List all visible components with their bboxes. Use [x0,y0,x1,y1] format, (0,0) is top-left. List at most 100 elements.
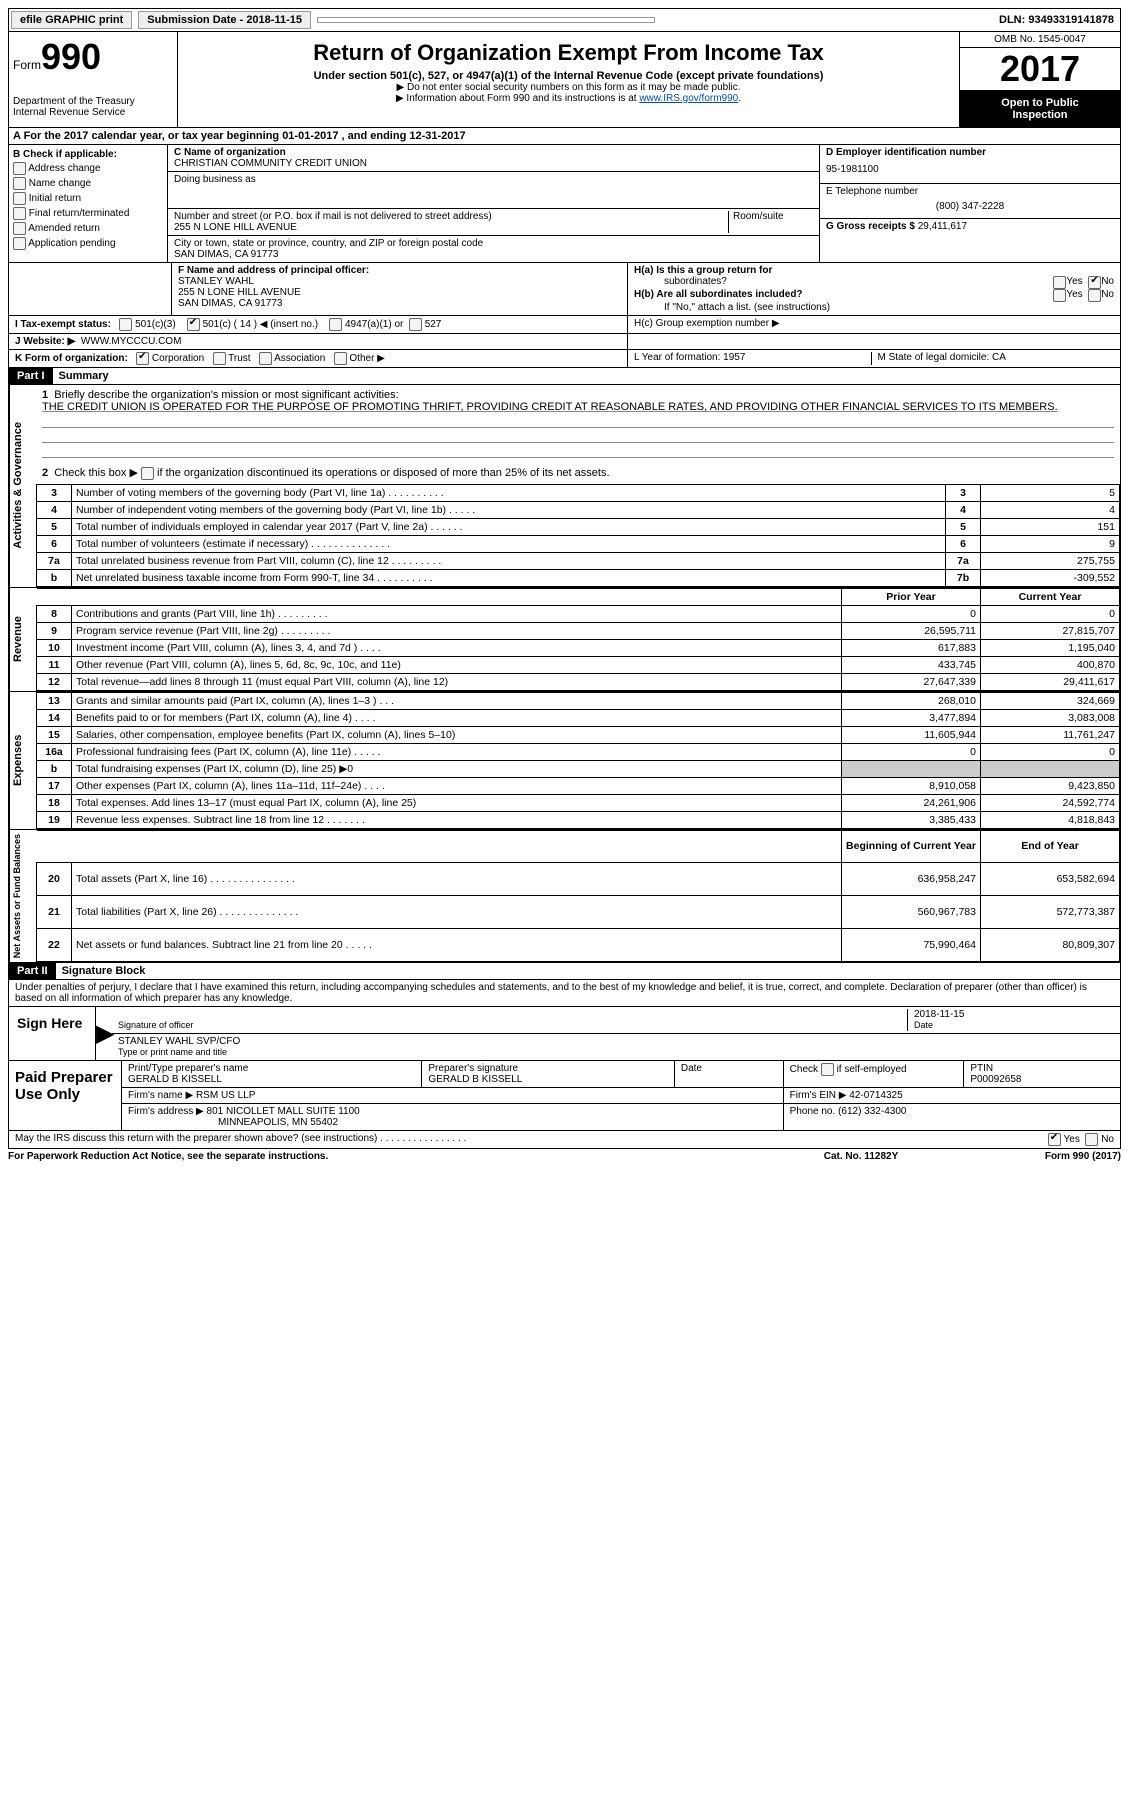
state-domicile: M State of legal domicile: CA [872,352,1115,365]
line-box: 4 [946,501,981,518]
line-number: 15 [37,726,72,743]
hb-no-checkbox[interactable] [1088,289,1101,302]
col-header: Current Year [981,588,1120,605]
cb-corporation[interactable] [136,352,149,365]
cb-amended-return[interactable]: Amended return [13,222,163,235]
irs: Internal Revenue Service [13,107,173,118]
prior-year-value: 27,647,339 [842,673,981,690]
line-desc: Other expenses (Part IX, column (A), lin… [72,777,842,794]
shaded-cell [842,760,981,777]
discuss-yes-checkbox[interactable] [1048,1133,1061,1146]
line-number: 8 [37,605,72,622]
cb-association[interactable] [259,352,272,365]
cb-initial-return[interactable]: Initial return [13,192,163,205]
line-number: 13 [37,692,72,709]
cb-discontinued[interactable] [141,467,154,480]
current-year-value: 11,761,247 [981,726,1120,743]
line-desc: Contributions and grants (Part VIII, lin… [72,605,842,622]
cb-address-change[interactable]: Address change [13,162,163,175]
prior-year-value: 433,745 [842,656,981,673]
expenses-section: Expenses 13 Grants and similar amounts p… [8,692,1121,830]
line1-text: THE CREDIT UNION IS OPERATED FOR THE PUR… [42,401,1114,413]
firm-addr2: MINNEAPOLIS, MN 55402 [128,1117,338,1128]
sig-date: 2018-11-15 [914,1009,964,1020]
org-name: CHRISTIAN COMMUNITY CREDIT UNION [174,158,813,169]
line-number: 16a [37,743,72,760]
current-year-value: 29,411,617 [981,673,1120,690]
line-value: 4 [981,501,1120,518]
current-year-value: 0 [981,743,1120,760]
prior-year-value: 0 [842,605,981,622]
prep-sig: GERALD B KISSELL [428,1074,522,1085]
line-number: 20 [37,863,72,896]
current-year-value: 324,669 [981,692,1120,709]
cb-501c[interactable] [187,318,200,331]
line-desc: Total fundraising expenses (Part IX, col… [72,760,842,777]
line-desc: Total assets (Part X, line 16) . . . . .… [72,863,842,896]
discuss-no-checkbox[interactable] [1085,1133,1098,1146]
current-year-value: 3,083,008 [981,709,1120,726]
firm-addr-label: Firm's address ▶ [128,1106,204,1117]
row-i-taxexempt: I Tax-exempt status: 501(c)(3) 501(c) ( … [8,316,1121,334]
cb-trust[interactable] [213,352,226,365]
cb-other[interactable] [334,352,347,365]
vtab-activities: Activities & Governance [9,385,36,587]
line-number: 10 [37,639,72,656]
part1-badge: Part I [9,368,53,384]
city-state-zip: SAN DIMAS, CA 91773 [174,249,813,260]
phone-value: (800) 347-2228 [826,197,1114,216]
blank-line [42,428,1114,443]
line-number: 19 [37,811,72,828]
tax-year: 2017 [960,48,1120,91]
prior-year-value: 8,910,058 [842,777,981,794]
blank-line [42,413,1114,428]
col-header: End of Year [981,830,1120,863]
discuss-question: May the IRS discuss this return with the… [15,1133,1048,1146]
hb-label: H(b) Are all subordinates included? [634,289,1053,302]
cb-4947[interactable] [329,318,342,331]
cb-name-change[interactable]: Name change [13,177,163,190]
line2: 2 Check this box ▶ if the organization d… [42,466,1114,480]
cb-application-pending[interactable]: Application pending [13,237,163,250]
efile-print-button[interactable]: efile GRAPHIC print [11,11,132,29]
part1-title: Summary [53,368,115,384]
city-label: City or town, state or province, country… [174,238,813,249]
current-year-value: 653,582,694 [981,863,1120,896]
firm-phone: (612) 332-4300 [838,1106,906,1117]
sig-officer-label: Signature of officer [118,1020,193,1030]
line-desc: Total number of volunteers (estimate if … [72,535,946,552]
cb-final-return[interactable]: Final return/terminated [13,207,163,220]
ha-yes-checkbox[interactable] [1053,276,1066,289]
row-klm: K Form of organization: Corporation Trus… [8,350,1121,368]
gross-receipts-value: 29,411,617 [918,221,967,232]
form-title: Return of Organization Exempt From Incom… [186,40,951,66]
col-c-org-info: C Name of organization CHRISTIAN COMMUNI… [168,145,820,262]
shaded-cell [981,760,1120,777]
line-number: 5 [37,518,72,535]
cb-527[interactable] [409,318,422,331]
room-suite-label: Room/suite [728,211,813,233]
current-year-value: 0 [981,605,1120,622]
hb-yes-checkbox[interactable] [1053,289,1066,302]
officer-name: STANLEY WAHL [178,276,621,287]
paid-preparer-block: Paid Preparer Use Only Print/Type prepar… [8,1061,1121,1131]
row-a-tax-year: A For the 2017 calendar year, or tax yea… [8,128,1121,145]
prior-year-value: 268,010 [842,692,981,709]
paid-preparer-label: Paid Preparer Use Only [9,1061,122,1130]
line-desc: Benefits paid to or for members (Part IX… [72,709,842,726]
page-footer: For Paperwork Reduction Act Notice, see … [8,1149,1121,1164]
line-number: b [37,569,72,586]
discuss-row: May the IRS discuss this return with the… [8,1131,1121,1149]
prep-date-label: Date [675,1061,784,1087]
irs-link[interactable]: www.IRS.gov/form990 [639,93,738,104]
line-value: -309,552 [981,569,1120,586]
cb-501c3[interactable] [119,318,132,331]
col-d-ein-phone: D Employer identification number 95-1981… [820,145,1120,262]
ha-no-checkbox[interactable] [1088,276,1101,289]
cb-self-employed[interactable] [821,1063,834,1076]
prep-name-label: Print/Type preparer's name [128,1063,248,1074]
officer-addr1: 255 N LONE HILL AVENUE [178,287,621,298]
line-value: 5 [981,484,1120,501]
line-desc: Revenue less expenses. Subtract line 18 … [72,811,842,828]
year-formation: L Year of formation: 1957 [634,352,872,365]
